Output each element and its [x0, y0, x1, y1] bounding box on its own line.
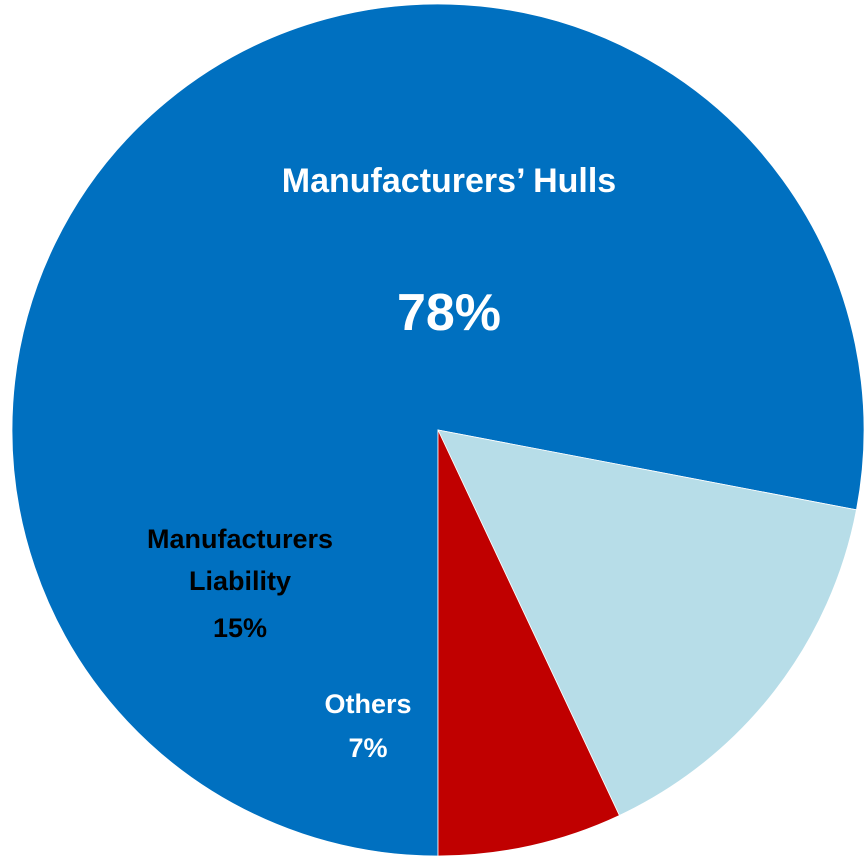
data-label-name-manufacturers-liability: Liability: [189, 566, 291, 596]
pie-slices: [11, 3, 865, 857]
pie-slice-others: [437, 429, 620, 857]
data-label-value-manufacturers-hulls: 78%: [397, 284, 501, 342]
data-label-value-manufacturers-liability: 15%: [213, 613, 267, 643]
pie-slice-manufacturers-liability: [437, 429, 857, 816]
data-label-name-manufacturers-hulls: Manufacturers’ Hulls: [282, 162, 616, 200]
pie-labels: Manufacturers’ Hulls 78% Manufacturers Liab…: [147, 162, 616, 763]
data-label-name-manufacturers-liability: Manufacturers: [147, 524, 333, 554]
data-label-name-others: Others: [324, 689, 411, 719]
data-label-value-others: 7%: [348, 733, 387, 763]
